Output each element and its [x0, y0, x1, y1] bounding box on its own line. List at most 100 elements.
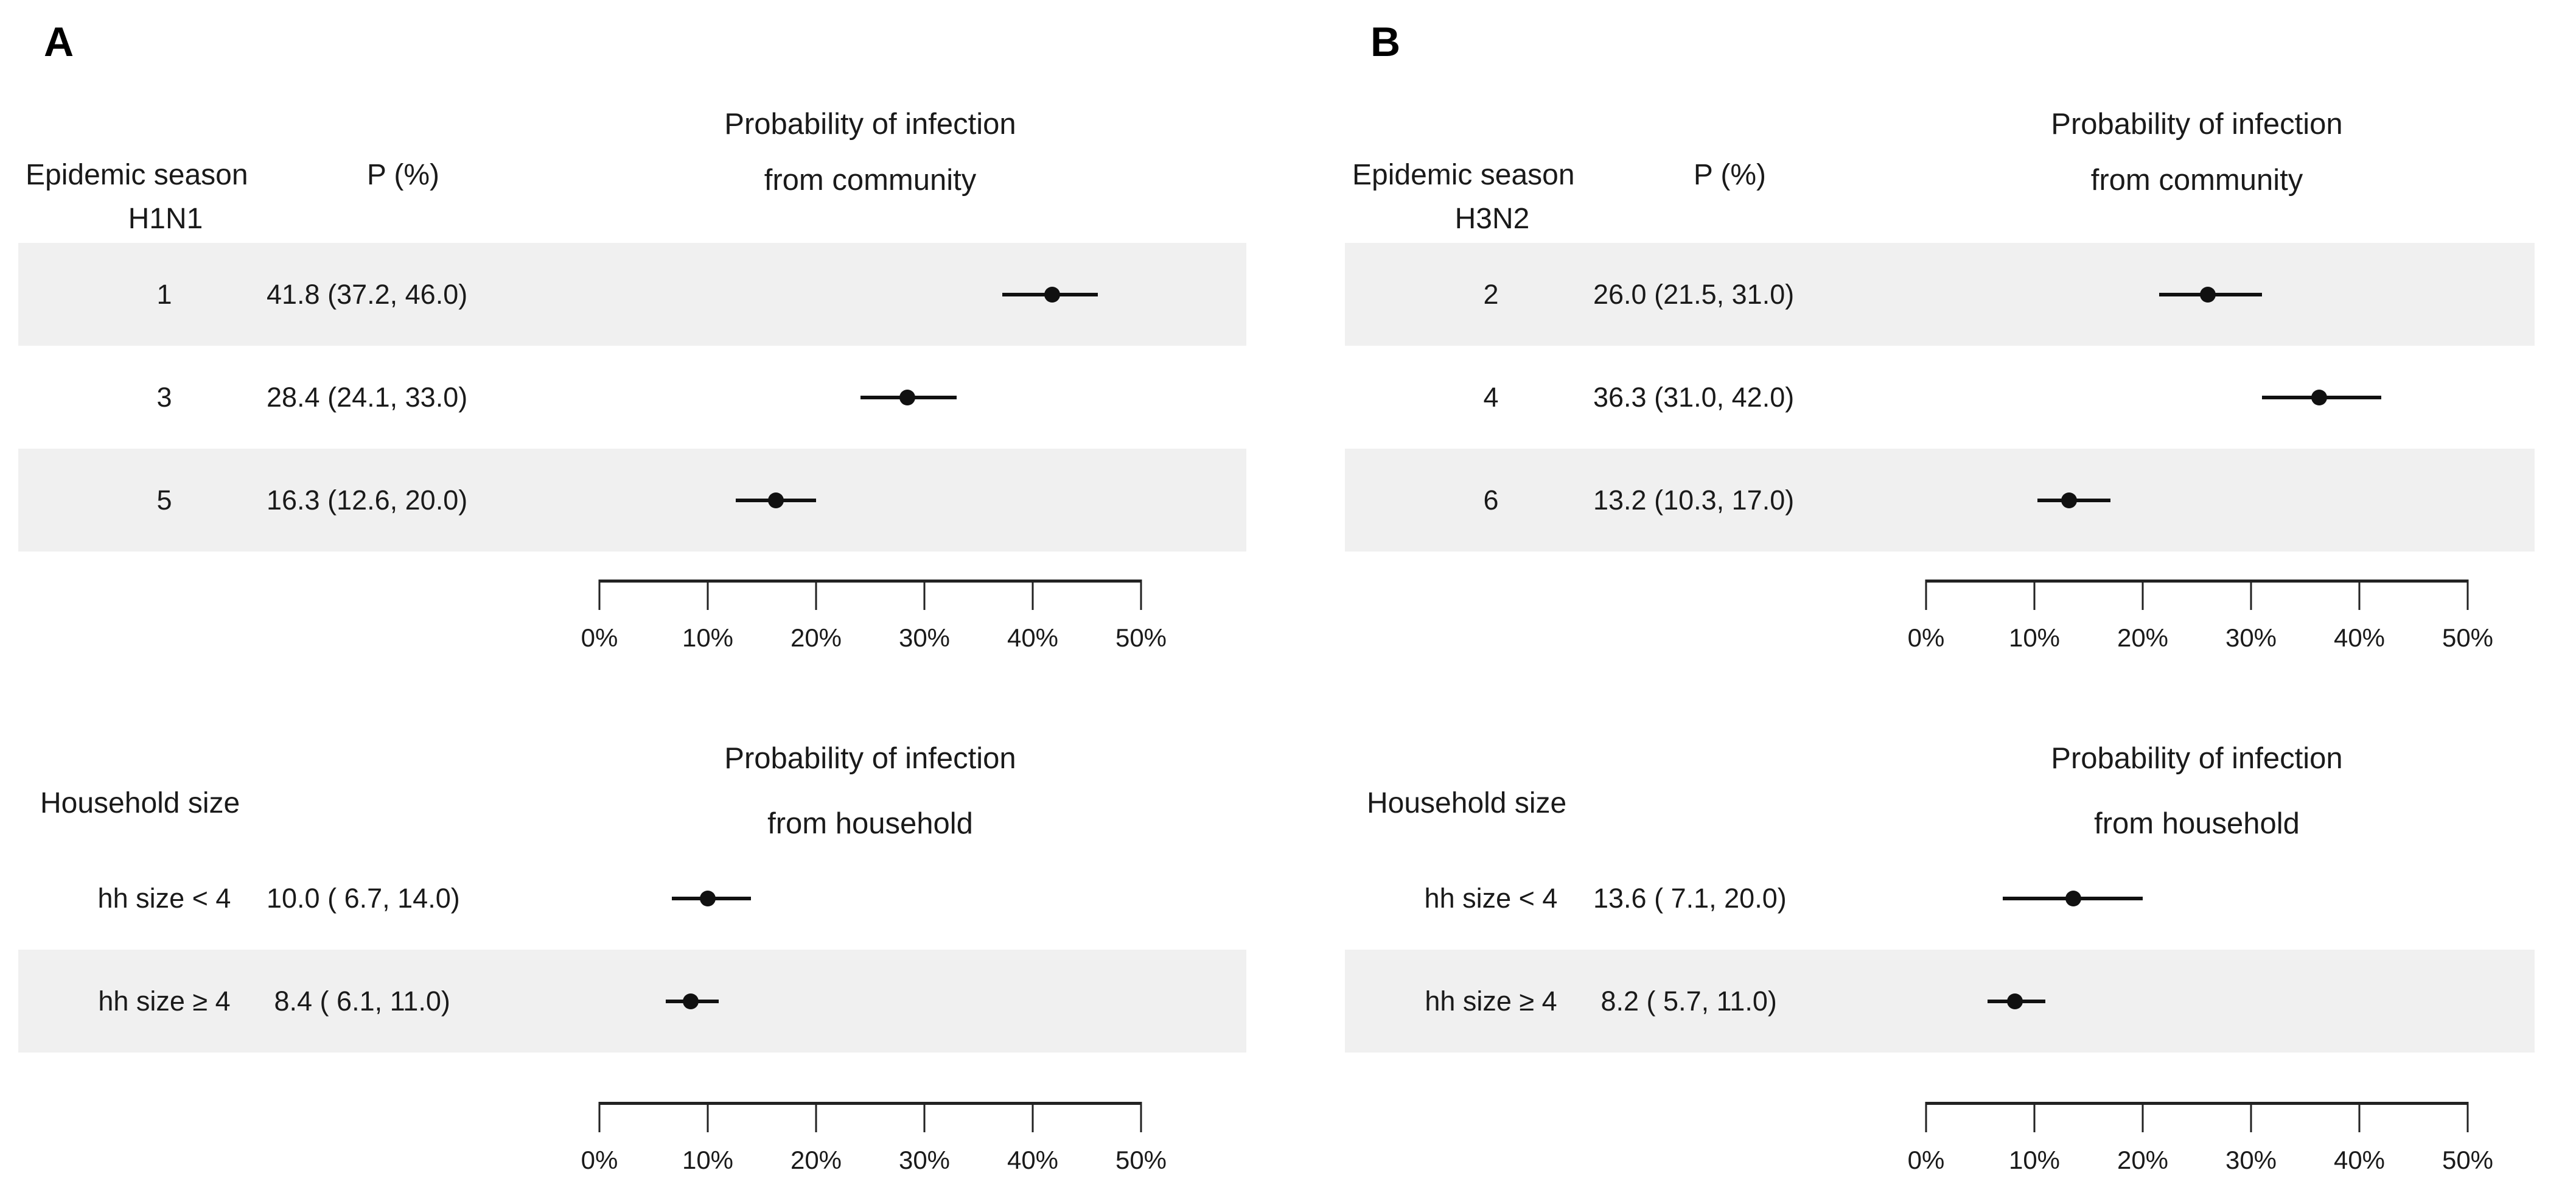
axis-tick-label: 0%: [1907, 1146, 1945, 1174]
ci-strip: [1926, 346, 2468, 449]
axis-tick: [2250, 580, 2252, 610]
forest-row: 4 36.3 (31.0, 42.0): [1327, 346, 2576, 449]
axis-tick: [2033, 580, 2036, 610]
axis-tick: [1140, 1102, 1142, 1132]
row-category: 5: [156, 484, 172, 516]
ci-strip: [1926, 950, 2468, 1053]
season-column-header: Epidemic season: [26, 159, 248, 191]
axis-tick: [707, 1102, 709, 1132]
community-title-line2: from community: [2090, 164, 2303, 197]
row-estimate-text: 13.2 (10.3, 17.0): [1593, 484, 1795, 516]
row-estimate-text: 8.2 ( 5.7, 11.0): [1593, 985, 1777, 1017]
row-estimate-text: 8.4 ( 6.1, 11.0): [267, 985, 450, 1017]
community-title-line1: Probability of infection: [2051, 108, 2343, 141]
household-title-line1: Probability of infection: [724, 742, 1016, 775]
axis-tick-label: 20%: [790, 623, 842, 652]
season-column-header: Epidemic season: [1352, 159, 1575, 191]
axis-tick: [1031, 580, 1034, 610]
community-rows: 2 26.0 (21.5, 31.0) 4 36.3 (31.0, 42.0) …: [1327, 243, 2576, 552]
axis-tick-label: 20%: [790, 1146, 842, 1174]
household-size-header: Household size: [40, 787, 240, 819]
axis-tick-label: 30%: [2225, 623, 2277, 652]
axis-tick: [923, 580, 926, 610]
row-category: 4: [1483, 381, 1499, 413]
point-estimate-dot: [682, 993, 699, 1009]
subtype-label: H1N1: [128, 203, 203, 235]
axis-tick: [923, 1102, 926, 1132]
row-category: hh size < 4: [97, 882, 231, 914]
point-estimate-dot: [899, 389, 915, 405]
axis-tick: [2141, 580, 2144, 610]
axis-tick: [2358, 1102, 2361, 1132]
row-estimate-text: 36.3 (31.0, 42.0): [1593, 381, 1795, 413]
forest-row: 5 16.3 (12.6, 20.0): [0, 449, 1288, 552]
axis-tick-label: 20%: [2117, 1146, 2169, 1174]
point-estimate-dot: [2006, 993, 2023, 1009]
ci-strip: [599, 449, 1141, 552]
forest-row: 1 41.8 (37.2, 46.0): [0, 243, 1288, 346]
axis-tick-label: 50%: [1115, 623, 1167, 652]
axis-tick: [598, 1102, 601, 1132]
column-headers: Epidemic season P (%): [1352, 158, 1766, 192]
point-estimate-dot: [2065, 890, 2082, 906]
row-category: 2: [1483, 278, 1499, 310]
axis-tick: [2466, 580, 2469, 610]
ci-strip: [1926, 449, 2468, 552]
axis-tick: [815, 580, 817, 610]
axis-tick-label: 0%: [1907, 623, 1945, 652]
point-estimate-dot: [768, 492, 784, 508]
axis-line: [599, 1102, 1141, 1105]
axis-tick-label: 50%: [1115, 1146, 1167, 1174]
axis-tick-label: 30%: [898, 1146, 951, 1174]
axis-tick: [1140, 580, 1142, 610]
row-category: hh size ≥ 4: [98, 985, 231, 1017]
ci-strip: [1926, 847, 2468, 950]
row-estimate-text: 28.4 (24.1, 33.0): [267, 381, 468, 413]
axis-tick: [2141, 1102, 2144, 1132]
axis-tick: [815, 1102, 817, 1132]
axis-tick: [1925, 580, 1927, 610]
forest-row: hh size < 4 13.6 ( 7.1, 20.0): [1327, 847, 2576, 950]
axis-tick-label: 0%: [581, 623, 618, 652]
point-estimate-dot: [700, 890, 716, 906]
x-axis: 0% 10% 20% 30% 40% 50%: [1908, 1102, 2493, 1193]
point-estimate-dot: [2311, 389, 2328, 405]
x-axis: 0% 10% 20% 30% 40% 50%: [581, 580, 1167, 671]
ci-strip: [599, 847, 1141, 950]
axis-tick-label: 40%: [1007, 623, 1059, 652]
household-title-line2: from household: [767, 807, 973, 840]
p-column-header: P (%): [366, 159, 439, 191]
axis-tick-label: 10%: [2008, 623, 2061, 652]
forest-row: hh size < 4 10.0 ( 6.7, 14.0): [0, 847, 1288, 950]
point-estimate-dot: [1044, 286, 1061, 303]
axis-tick-label: 10%: [682, 623, 734, 652]
axis-tick-label: 10%: [2008, 1146, 2061, 1174]
point-estimate-dot: [2199, 286, 2216, 303]
row-estimate-text: 16.3 (12.6, 20.0): [267, 484, 468, 516]
column-headers: Epidemic season P (%): [26, 158, 439, 192]
axis-tick-label: 40%: [2333, 1146, 2386, 1174]
row-estimate-text: 13.6 ( 7.1, 20.0): [1593, 882, 1787, 914]
axis-tick: [1925, 1102, 1927, 1132]
axis-tick-label: 10%: [682, 1146, 734, 1174]
forest-row: hh size ≥ 4 8.4 ( 6.1, 11.0): [0, 950, 1288, 1053]
community-title-line2: from community: [764, 164, 977, 197]
household-size-header: Household size: [1367, 787, 1567, 819]
axis-line: [599, 580, 1141, 583]
x-axis: 0% 10% 20% 30% 40% 50%: [1908, 580, 2493, 671]
row-category: 6: [1483, 484, 1499, 516]
x-axis: 0% 10% 20% 30% 40% 50%: [581, 1102, 1167, 1193]
ci-strip: [599, 346, 1141, 449]
axis-tick: [2033, 1102, 2036, 1132]
axis-tick-label: 30%: [2225, 1146, 2277, 1174]
axis-tick: [707, 580, 709, 610]
axis-tick-label: 50%: [2442, 1146, 2494, 1174]
row-estimate-text: 41.8 (37.2, 46.0): [267, 278, 468, 310]
ci-strip: [599, 243, 1141, 346]
row-estimate-text: 26.0 (21.5, 31.0): [1593, 278, 1795, 310]
forest-row: 2 26.0 (21.5, 31.0): [1327, 243, 2576, 346]
household-title-line1: Probability of infection: [2051, 742, 2343, 775]
ci-strip: [599, 950, 1141, 1053]
household-rows: hh size < 4 10.0 ( 6.7, 14.0) hh size ≥ …: [0, 847, 1288, 1053]
row-category: hh size ≥ 4: [1425, 985, 1557, 1017]
